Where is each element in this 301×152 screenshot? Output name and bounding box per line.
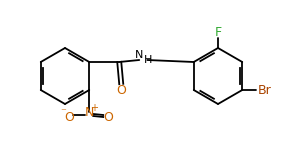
Text: N: N <box>135 50 144 60</box>
Text: H: H <box>144 55 153 65</box>
Text: O: O <box>116 83 126 97</box>
Text: F: F <box>214 26 222 38</box>
Text: O: O <box>64 111 74 124</box>
Text: Br: Br <box>257 83 271 97</box>
Text: N: N <box>85 105 94 119</box>
Text: ⁻: ⁻ <box>60 107 66 117</box>
Text: +: + <box>90 103 98 113</box>
Text: O: O <box>103 111 113 124</box>
